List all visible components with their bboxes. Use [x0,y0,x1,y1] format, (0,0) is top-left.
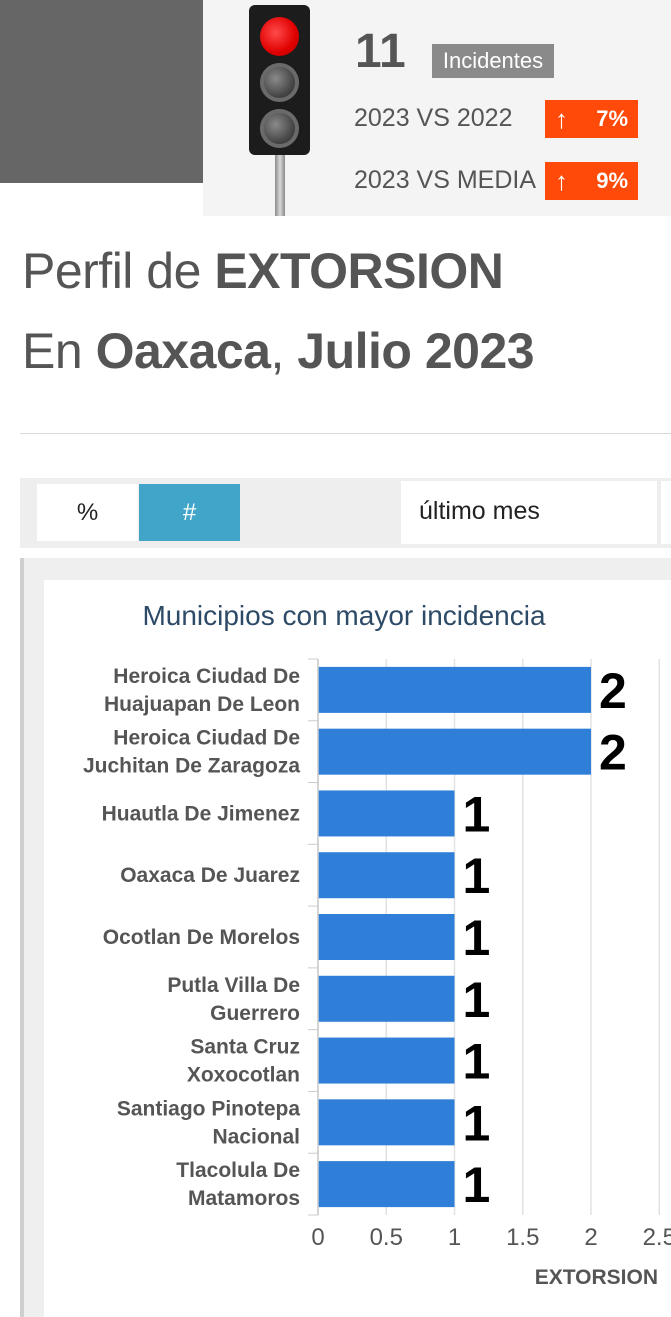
x-tick-label: 2 [584,1224,597,1251]
comparison-label-media: 2023 VS MEDIA [354,166,537,194]
data-label: 1 [463,848,491,904]
page-title-line1: Perfil de EXTORSION [22,242,504,300]
bar [318,975,455,1022]
data-label: 1 [463,1034,491,1090]
red-light-icon [260,17,299,56]
category-label: Ocotlan De Morelos [103,926,300,949]
category-label: Santa Cruz [190,1036,300,1059]
arrow-up-icon: ↑ [555,104,568,134]
comparison-badge-2022: ↑ 7% [545,100,638,138]
next-select-edge[interactable] [661,481,671,544]
category-label: Huajuapan De Leon [104,693,300,716]
category-label: Oaxaca De Juarez [120,864,300,887]
x-axis-title: EXTORSION [535,1266,658,1289]
title-period: Julio 2023 [297,323,535,379]
page-title-line2: En Oaxaca, Julio 2023 [22,322,535,380]
incident-count: 11 [355,25,406,78]
bar [318,1099,455,1146]
category-label: Guerrero [210,1002,300,1025]
bar [318,1161,455,1208]
incident-label-badge: Incidentes [432,44,554,78]
comparison-label-2022: 2023 VS 2022 [354,104,513,132]
period-select[interactable]: último mes [401,481,657,544]
x-tick-label: 1 [448,1224,461,1251]
category-label: Nacional [212,1125,300,1148]
data-label: 2 [599,663,627,719]
bar [318,666,591,713]
title-crime: EXTORSION [214,243,504,299]
category-label: Huautla De Jimenez [102,802,300,825]
header-gray-block [0,0,203,183]
arrow-up-icon: ↑ [555,166,568,196]
category-label: Santiago Pinotepa [117,1097,301,1120]
category-label: Juchitan De Zaragoza [83,755,300,778]
title-state: Oaxaca [95,323,271,379]
category-label: Xoxocotlan [187,1064,300,1087]
data-label: 1 [463,786,491,842]
data-label: 1 [463,910,491,966]
category-label: Matamoros [188,1187,300,1210]
category-label: Heroica Ciudad De [113,727,300,750]
comparison-value-media: 9% [596,168,628,193]
category-label: Tlacolula De [176,1159,300,1182]
title-prefix-2: En [22,323,96,379]
title-prefix: Perfil de [22,243,215,299]
title-separator: , [270,323,298,379]
percent-toggle-button[interactable]: % [37,484,138,541]
green-light-icon [260,109,299,148]
chart-title: Municipios con mayor incidencia [142,600,546,631]
comparison-badge-media: ↑ 9% [545,162,638,200]
data-label: 1 [463,972,491,1028]
count-toggle-button[interactable]: # [139,484,240,541]
divider [20,433,671,434]
x-tick-label: 0 [311,1224,324,1251]
data-label: 1 [463,1095,491,1151]
bar [318,1037,455,1084]
category-label: Putla Villa De [167,974,300,997]
x-tick-label: 0.5 [370,1224,403,1251]
yellow-light-icon [260,63,299,102]
bar [318,852,455,899]
category-label: Heroica Ciudad De [113,665,300,688]
bar [318,728,591,775]
chart-left-border [20,558,24,1317]
data-label: 2 [599,725,627,781]
bar [318,914,455,960]
x-tick-label: 2.5 [643,1224,671,1251]
comparison-value-2022: 7% [596,106,628,131]
data-label: 1 [463,1157,491,1213]
x-tick-label: 1.5 [506,1224,539,1251]
bar [318,790,455,837]
